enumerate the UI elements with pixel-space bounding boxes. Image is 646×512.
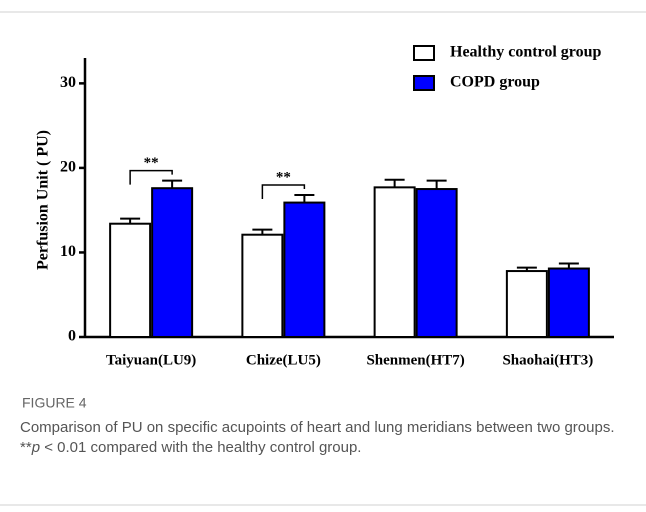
caption-text: Comparison of PU on specific acupoints o…	[20, 419, 615, 456]
bar	[283, 201, 326, 338]
caption: Comparison of PU on specific acupoints o…	[20, 418, 630, 458]
bar	[505, 270, 548, 338]
y-tick-label: 30	[60, 74, 76, 91]
bar	[241, 233, 284, 338]
bar	[415, 188, 458, 338]
legend-swatch	[413, 75, 435, 91]
x-tick-label: Shaohai(HT3)	[502, 352, 593, 368]
legend-swatch	[413, 45, 435, 61]
significance-label: **	[276, 169, 291, 185]
caption-italic: p	[31, 439, 41, 456]
bar	[547, 267, 590, 339]
bar	[109, 222, 152, 338]
significance-label: **	[144, 155, 159, 171]
y-tick-label: 0	[68, 328, 76, 345]
x-tick-label: Chize(LU5)	[246, 352, 321, 368]
y-tick-label: 10	[60, 243, 76, 260]
figure-label: FIGURE 4	[22, 395, 87, 411]
significance-bracket	[129, 169, 173, 185]
legend-label: COPD group	[450, 74, 540, 91]
bar	[151, 187, 194, 338]
caption-text: < 0.01 compared with the healthy control…	[40, 439, 362, 456]
y-tick-label: 20	[60, 159, 76, 176]
caption-box: Comparison of PU on specific acupoints o…	[20, 418, 630, 458]
bar	[373, 186, 416, 338]
legend-label: Healthy control group	[450, 44, 602, 61]
y-axis-label: Perfusion Unit ( PU)	[35, 130, 52, 270]
x-tick-label: Taiyuan(LU9)	[106, 352, 196, 368]
x-tick-label: Shenmen(HT7)	[366, 352, 464, 368]
significance-bracket	[261, 184, 306, 199]
